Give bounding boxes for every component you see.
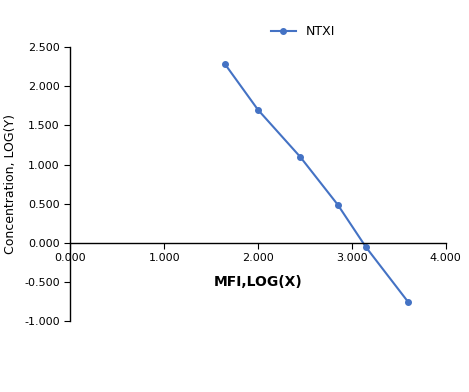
Line: NTXI: NTXI [222,62,411,305]
NTXI [222,62,228,67]
X-axis label: MFI,LOG(X): MFI,LOG(X) [213,274,303,289]
NTXI [297,154,303,159]
NTXI [255,107,261,112]
Y-axis label: Concentration, LOG(Y): Concentration, LOG(Y) [4,114,17,254]
NTXI [335,202,340,207]
NTXI [363,245,369,249]
NTXI [405,299,411,304]
Legend: NTXI: NTXI [266,20,340,44]
